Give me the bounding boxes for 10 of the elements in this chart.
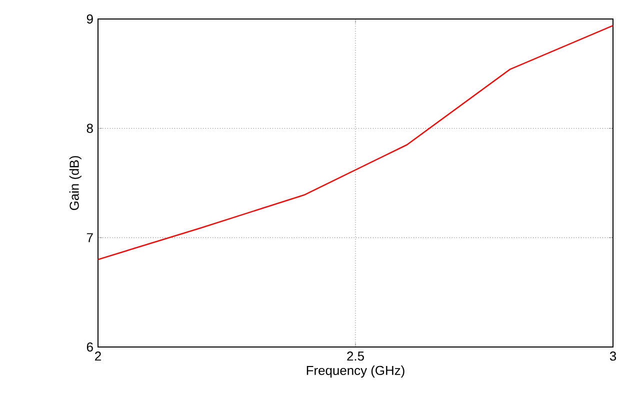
y-tick-label: 9 — [86, 14, 93, 24]
y-tick-label: 7 — [86, 233, 93, 242]
x-tick-label: 2 — [95, 352, 101, 361]
y-axis-title: Gain (dB) — [69, 156, 82, 210]
x-tick-label: 3 — [610, 352, 616, 361]
x-tick-label: 2.5 — [347, 352, 364, 361]
y-tick-label: 8 — [86, 124, 93, 133]
line-series — [98, 24, 614, 260]
y-tick-label: 6 — [86, 342, 93, 352]
x-axis-title: Frequency (GHz) — [306, 366, 404, 378]
